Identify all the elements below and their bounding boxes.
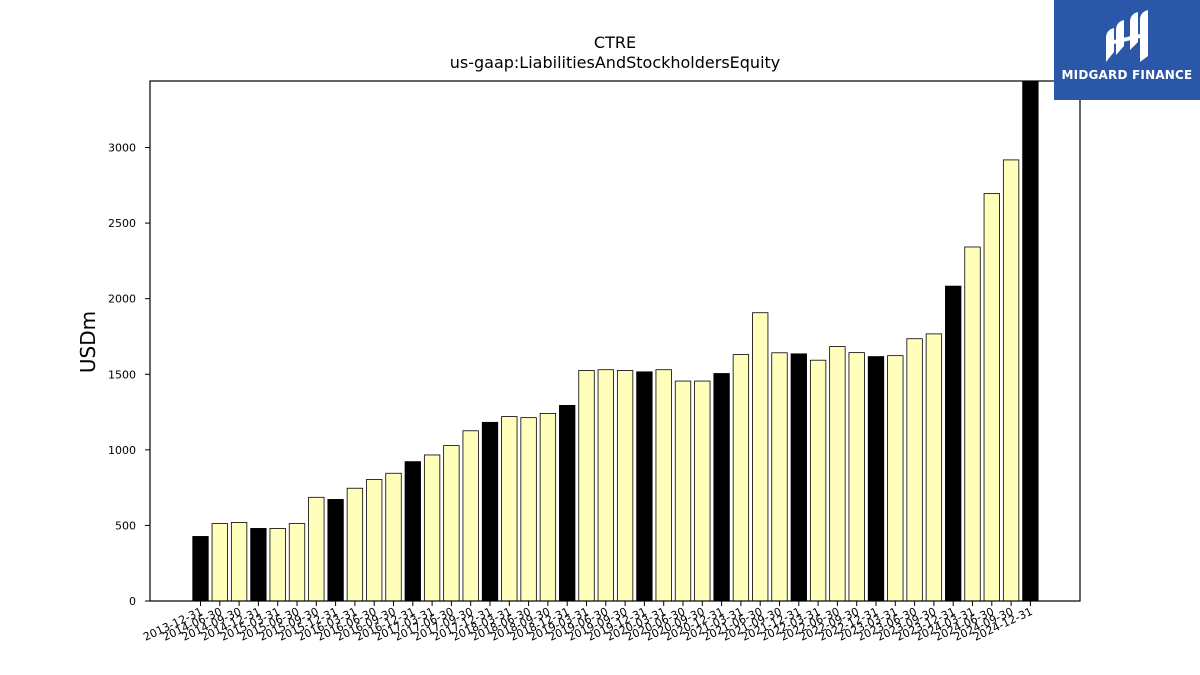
bar-2020-09-30 [694,380,711,602]
bar-2015-03-31 [269,528,286,602]
bar-2020-03-31 [655,369,672,602]
y-axis-label: USDm [76,311,100,373]
bar-2018-06-30 [520,417,537,602]
bar-2018-03-31 [501,416,518,602]
bar-2023-06-30 [906,338,923,602]
bar-2022-03-31 [809,359,827,602]
bar-2021-09-30 [771,352,788,602]
bar-2016-12-31 [404,461,421,602]
bar-2021-12-31 [790,353,807,602]
bar-2013-12-31 [192,536,209,602]
x-axis-ticks: 2013-12-312014-06-302014-09-302014-12-31… [141,601,1035,644]
bar-2024-03-31 [964,246,981,602]
bar-2023-03-31 [887,355,904,602]
y-tick-label: 3000 [108,142,136,155]
bar-2016-09-30 [385,472,402,602]
bar-2015-12-31 [327,499,344,602]
y-tick-label: 2500 [108,217,136,230]
bar-2021-06-30 [752,312,769,602]
y-tick-label: 0 [129,595,136,608]
logo-text: MIDGARD FINANCE [1061,68,1193,82]
bar-2015-09-30 [308,496,325,602]
plot-frame [149,80,1081,602]
bar-2022-09-30 [848,352,865,602]
bar-2019-12-31 [636,371,653,602]
y-tick-label: 2000 [108,293,136,306]
bar-2017-12-31 [481,421,499,602]
bar-2023-12-31 [945,285,962,602]
bar-2014-09-30 [230,522,248,602]
bar-2017-06-30 [443,445,460,602]
bar-2016-03-31 [346,487,364,602]
bar-2024-12-31 [1022,80,1039,602]
bar-2018-09-30 [539,413,557,602]
bar-2014-12-31 [250,528,267,602]
bar-2017-03-31 [423,454,441,602]
bars-group [192,80,1039,602]
bar-2014-06-30 [211,523,228,602]
bar-2017-09-30 [462,430,479,602]
y-tick-label: 1000 [108,444,136,457]
chart-subtitle: us-gaap:LiabilitiesAndStockholdersEquity [450,53,781,72]
bar-2016-06-30 [366,479,383,602]
bar-2019-03-31 [578,370,595,602]
bar-2022-12-31 [867,356,885,602]
bar-2020-06-30 [674,380,692,602]
y-tick-label: 1500 [108,368,136,381]
bar-2020-12-31 [713,373,730,602]
midgard-finance-logo: MIDGARD FINANCE [1054,0,1200,100]
bar-2018-12-31 [559,404,576,602]
bar-2019-06-30 [597,369,614,602]
bar-2023-09-30 [925,333,943,602]
y-tick-label: 500 [115,519,136,532]
bar-2015-06-30 [288,523,306,602]
chart-title: CTRE [594,33,636,52]
bar-2024-06-30 [983,193,1000,602]
y-axis-ticks: 0 500 1000 1500 2000 2500 3000 [108,142,150,608]
bar-2022-06-30 [829,346,846,602]
bar-2019-09-30 [616,370,634,602]
logo-mark-icon [1106,10,1148,62]
bar-2021-03-31 [732,354,750,602]
bar-2024-09-30 [1002,159,1020,602]
